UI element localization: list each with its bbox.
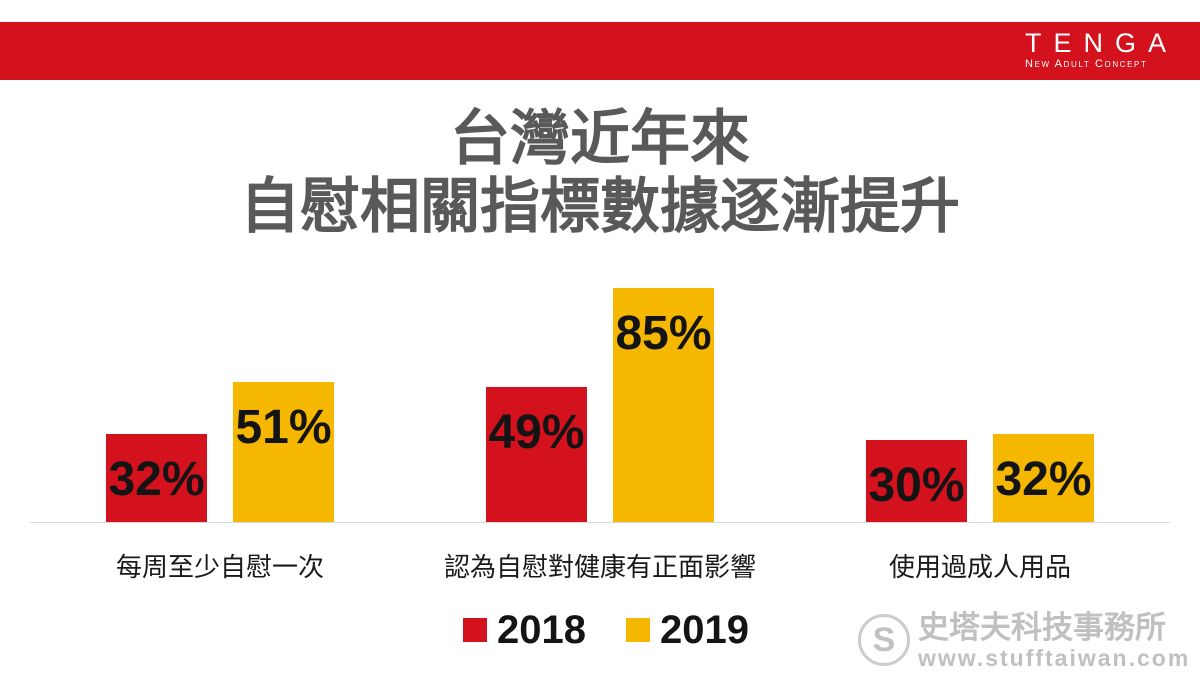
bar-2018-3: 30% bbox=[866, 439, 967, 522]
brand-tagline: New Adult Concept bbox=[1025, 58, 1148, 70]
legend-label-2018: 2018 bbox=[497, 608, 586, 652]
data-label: 51% bbox=[235, 400, 332, 454]
title-line-2: 自慰相關指標數據逐漸提升 bbox=[240, 173, 960, 240]
data-label: 32% bbox=[995, 453, 1092, 506]
category-label: 認為自慰對健康有正面影響 bbox=[443, 552, 756, 582]
header-banner bbox=[0, 22, 1200, 80]
legend-swatch-2019 bbox=[625, 618, 650, 642]
bar-2019-1: 51% bbox=[233, 381, 334, 522]
title-line-1: 台灣近年來 bbox=[450, 105, 750, 172]
data-label: 49% bbox=[488, 406, 585, 460]
legend-label-2019: 2019 bbox=[659, 608, 749, 652]
category-label: 使用過成人用品 bbox=[888, 552, 1071, 582]
bar-chart-plot: 每周至少自慰一次 認為自慰對健康有正面影響 使用過成人用品 32% 51% 49% 8… bbox=[30, 247, 1170, 582]
bar-2018-2: 49% bbox=[486, 387, 587, 522]
legend-item-2018: 2018 bbox=[463, 608, 586, 652]
bar-2019-3: 32% bbox=[993, 434, 1094, 522]
chart-legend: 2018 2019 bbox=[463, 608, 749, 652]
data-label: 30% bbox=[868, 458, 965, 512]
watermark-name: 史塔夫科技事務所 bbox=[918, 610, 1166, 645]
data-label: 85% bbox=[615, 307, 712, 361]
brand-name: TENGA bbox=[1025, 28, 1179, 58]
category-label: 每周至少自慰一次 bbox=[115, 552, 324, 582]
slide-title: 台灣近年來 自慰相關指標數據逐漸提升 bbox=[0, 105, 1200, 241]
watermark-logo-icon: S bbox=[858, 614, 910, 666]
data-label: 32% bbox=[108, 453, 205, 506]
legend-swatch-2018 bbox=[463, 618, 487, 642]
bar-2019-2: 85% bbox=[613, 288, 714, 522]
bar-2018-1: 32% bbox=[106, 434, 207, 522]
legend-item-2019: 2019 bbox=[625, 608, 749, 652]
tenga-logo: TENGA New Adult Concept bbox=[1025, 28, 1181, 71]
watermark-url: www.stufftaiwan.com bbox=[918, 645, 1191, 671]
